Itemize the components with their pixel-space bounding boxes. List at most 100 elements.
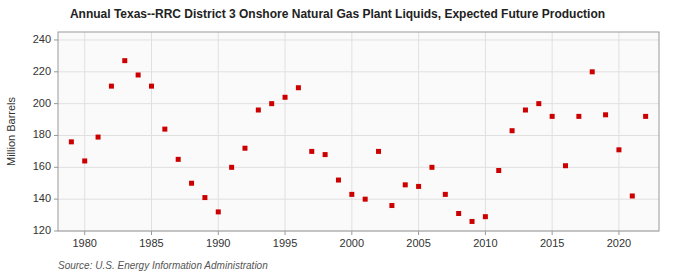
point [136, 72, 141, 77]
point [162, 127, 167, 132]
y-tick-label: 220 [33, 65, 51, 77]
point [496, 168, 501, 173]
point [82, 158, 87, 163]
y-tick [54, 167, 58, 168]
x-grid-line [552, 32, 553, 231]
y-tick [54, 103, 58, 104]
point [216, 209, 221, 214]
x-tick [285, 231, 286, 235]
y-grid-line [58, 71, 659, 72]
point [189, 181, 194, 186]
y-tick-label: 160 [33, 160, 51, 172]
point [456, 211, 461, 216]
point [523, 108, 528, 113]
point [563, 163, 568, 168]
x-grid-line [84, 32, 85, 231]
x-tick [218, 231, 219, 235]
x-tick [418, 231, 419, 235]
point [336, 178, 341, 183]
point [536, 101, 541, 106]
y-axis-label: Million Barrels [5, 96, 17, 166]
y-tick [54, 199, 58, 200]
point [256, 108, 261, 113]
plot-area [58, 32, 659, 231]
point [296, 85, 301, 90]
x-tick [84, 231, 85, 235]
points [69, 58, 648, 224]
y-tick [54, 231, 58, 232]
point [109, 84, 114, 89]
x-grid-line [485, 32, 486, 231]
x-tick [151, 231, 152, 235]
point [376, 149, 381, 154]
point [69, 139, 74, 144]
point [269, 101, 274, 106]
y-tick [54, 39, 58, 40]
x-tick-label: 2000 [340, 237, 364, 249]
x-grid-line [151, 32, 152, 231]
point [403, 182, 408, 187]
x-tick-label: 1980 [72, 237, 96, 249]
x-tick [618, 231, 619, 235]
y-tick [54, 135, 58, 136]
x-tick-label: 1985 [139, 237, 163, 249]
x-tick [552, 231, 553, 235]
x-tick [351, 231, 352, 235]
y-grid-line [58, 39, 659, 40]
y-grid-line [58, 199, 659, 200]
x-grid-line [218, 32, 219, 231]
title: Annual Texas--RRC District 3 Onshore Nat… [70, 7, 605, 21]
x-grid-line [351, 32, 352, 231]
point [229, 165, 234, 170]
point [550, 114, 555, 119]
point [242, 146, 247, 151]
point [590, 69, 595, 74]
point [323, 152, 328, 157]
plot-frame [58, 32, 659, 231]
point [470, 219, 475, 224]
point [510, 128, 515, 133]
point [309, 149, 314, 154]
y-tick-label: 200 [33, 97, 51, 109]
point [483, 214, 488, 219]
x-tick [485, 231, 486, 235]
point [363, 197, 368, 202]
x-tick-label: 1995 [273, 237, 297, 249]
y-grid-line [58, 103, 659, 104]
x-tick-label: 2020 [607, 237, 631, 249]
x-grid-line [618, 32, 619, 231]
y-tick-label: 240 [33, 33, 51, 45]
point [630, 193, 635, 198]
point [349, 192, 354, 197]
point [429, 165, 434, 170]
y-tick-label: 120 [33, 224, 51, 236]
point [122, 58, 127, 63]
point [443, 192, 448, 197]
point [283, 95, 288, 100]
x-tick-label: 2015 [540, 237, 564, 249]
y-grid-line [58, 167, 659, 168]
point [416, 184, 421, 189]
point [176, 157, 181, 162]
chart: 120 140 160 180 200 220 240 1980 1985 1990 1995 200… [0, 0, 675, 275]
point [202, 195, 207, 200]
x-grid-line [285, 32, 286, 231]
point [616, 147, 621, 152]
point [149, 84, 154, 89]
x-grid-line [418, 32, 419, 231]
y-tick [54, 71, 58, 72]
annotation: Source: U.S. Energy Information Administ… [58, 260, 268, 271]
point [96, 135, 101, 140]
y-grid-line [58, 135, 659, 136]
x-tick-label: 2010 [473, 237, 497, 249]
point [389, 203, 394, 208]
axes: 120 140 160 180 200 220 240 1980 1985 1990 1995 200… [33, 33, 632, 249]
point [603, 112, 608, 117]
grid [58, 32, 659, 231]
x-tick-label: 2005 [406, 237, 430, 249]
chart-container: 120 140 160 180 200 220 240 1980 1985 1990 1995 200… [0, 0, 675, 275]
y-tick-label: 140 [33, 192, 51, 204]
point [643, 114, 648, 119]
y-tick-label: 180 [33, 128, 51, 140]
x-tick-label: 1990 [206, 237, 230, 249]
